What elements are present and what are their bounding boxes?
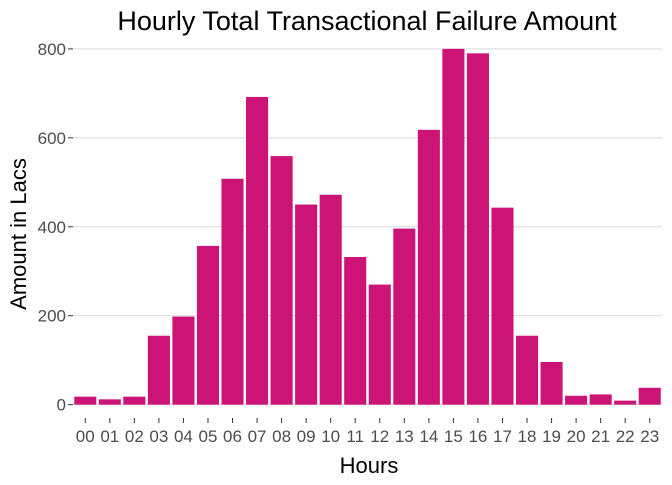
- bar-hour-23: [638, 387, 661, 405]
- y-tick-label: 200: [38, 307, 66, 326]
- x-tick-label: 12: [370, 427, 389, 446]
- bar-hour-03: [147, 335, 170, 405]
- bar-hour-08: [270, 156, 293, 405]
- x-tick-label: 05: [199, 427, 218, 446]
- x-tick-label: 13: [395, 427, 414, 446]
- chart-title: Hourly Total Transactional Failure Amoun…: [117, 6, 617, 36]
- x-tick-label: 00: [76, 427, 95, 446]
- x-tick-label: 16: [468, 427, 487, 446]
- bar-hour-19: [540, 361, 563, 405]
- x-tick-label: 04: [174, 427, 193, 446]
- bar-hour-06: [221, 178, 244, 405]
- bar-hour-14: [417, 129, 440, 405]
- y-tick-label: 400: [38, 218, 66, 237]
- bars: [74, 48, 661, 405]
- bar-hour-07: [246, 96, 269, 405]
- x-tick-label: 01: [100, 427, 119, 446]
- bar-hour-21: [589, 394, 612, 405]
- bar-hour-01: [98, 399, 121, 405]
- x-tick-label: 17: [493, 427, 512, 446]
- bar-hour-02: [123, 396, 146, 405]
- x-tick-label: 21: [591, 427, 610, 446]
- x-tick-label: 06: [223, 427, 242, 446]
- x-tick-label: 03: [149, 427, 168, 446]
- bar-hour-12: [368, 284, 391, 405]
- bar-hour-20: [565, 395, 588, 405]
- y-tick-label: 800: [38, 40, 66, 59]
- bar-hour-18: [515, 335, 539, 405]
- bar-hour-10: [319, 194, 342, 405]
- y-axis-title: Amount in Lacs: [6, 158, 31, 310]
- x-tick-label: 22: [616, 427, 635, 446]
- x-tick-label: 23: [640, 427, 659, 446]
- bar-hour-22: [614, 400, 637, 405]
- x-tick-label: 02: [125, 427, 144, 446]
- gridlines: [73, 48, 662, 406]
- bar-hour-00: [74, 396, 97, 405]
- x-tick-label: 14: [419, 427, 438, 446]
- bar-hour-11: [344, 257, 367, 405]
- x-tick-label: 19: [542, 427, 561, 446]
- x-tick-label: 10: [321, 427, 340, 446]
- bar-hour-17: [491, 207, 514, 405]
- x-tick-label: 20: [567, 427, 586, 446]
- bar-hour-13: [393, 228, 416, 405]
- x-tick-label: 08: [272, 427, 291, 446]
- bar-hour-09: [295, 204, 318, 405]
- y-tick-label: 600: [38, 129, 66, 148]
- x-tick-label: 09: [297, 427, 316, 446]
- x-axis: 00 01 02 03 04 05 06 07 08 09 10 11 12 13 14 15 16 17 18 19…: [76, 418, 659, 446]
- x-tick-label: 07: [248, 427, 267, 446]
- x-tick-label: 11: [346, 427, 364, 446]
- x-tick-label: 15: [444, 427, 463, 446]
- bar-hour-05: [196, 245, 220, 405]
- x-axis-title: Hours: [340, 453, 399, 478]
- bar-hour-16: [466, 53, 489, 405]
- y-axis: 0 200 400 600 800: [38, 40, 73, 415]
- x-tick-label: 18: [518, 427, 537, 446]
- bar-hour-04: [172, 316, 195, 405]
- y-tick-label: 0: [57, 396, 66, 415]
- bar-hour-15: [442, 48, 465, 405]
